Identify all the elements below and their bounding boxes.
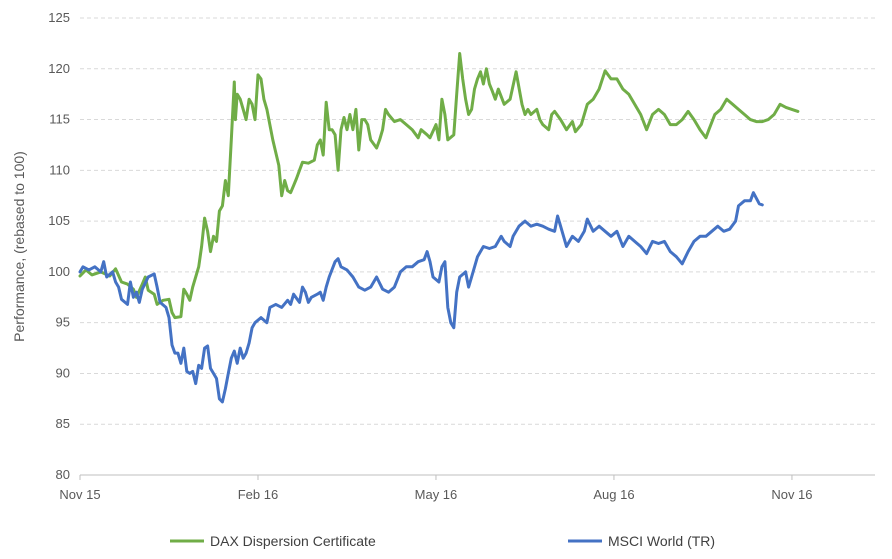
y-tick-label: 110	[49, 162, 70, 177]
series-lines	[78, 52, 800, 404]
y-tick-label: 80	[56, 467, 70, 482]
y-tick-label: 90	[56, 365, 70, 380]
y-tick-label: 100	[48, 264, 70, 279]
y-tick-label: 85	[56, 416, 70, 431]
x-tick-label: Aug 16	[593, 487, 634, 502]
axes: 80 85 90 95 100 105 110 115 120 125 Nov 15 Feb 16 Ma…	[48, 10, 875, 502]
legend: DAX Dispersion Certificate MSCI World (TR…	[170, 533, 715, 549]
y-tick-label: 125	[48, 10, 70, 25]
legend-label-msci-world: MSCI World (TR)	[608, 533, 715, 549]
y-tick-label: 120	[48, 61, 70, 76]
x-tick-label: Nov 15	[59, 487, 100, 502]
legend-label-dax-dispersion: DAX Dispersion Certificate	[210, 533, 376, 549]
y-tick-label: 105	[48, 213, 70, 228]
series-line-msci-world	[78, 191, 764, 404]
series-line-dax-dispersion	[78, 52, 800, 320]
y-tick-label: 115	[49, 112, 70, 127]
x-tick-label: Nov 16	[771, 487, 812, 502]
x-tick-label: Feb 16	[238, 487, 278, 502]
y-tick-label: 95	[56, 315, 70, 330]
y-axis-title: Performance, (rebased to 100)	[11, 151, 27, 342]
x-tick-label: May 16	[415, 487, 458, 502]
